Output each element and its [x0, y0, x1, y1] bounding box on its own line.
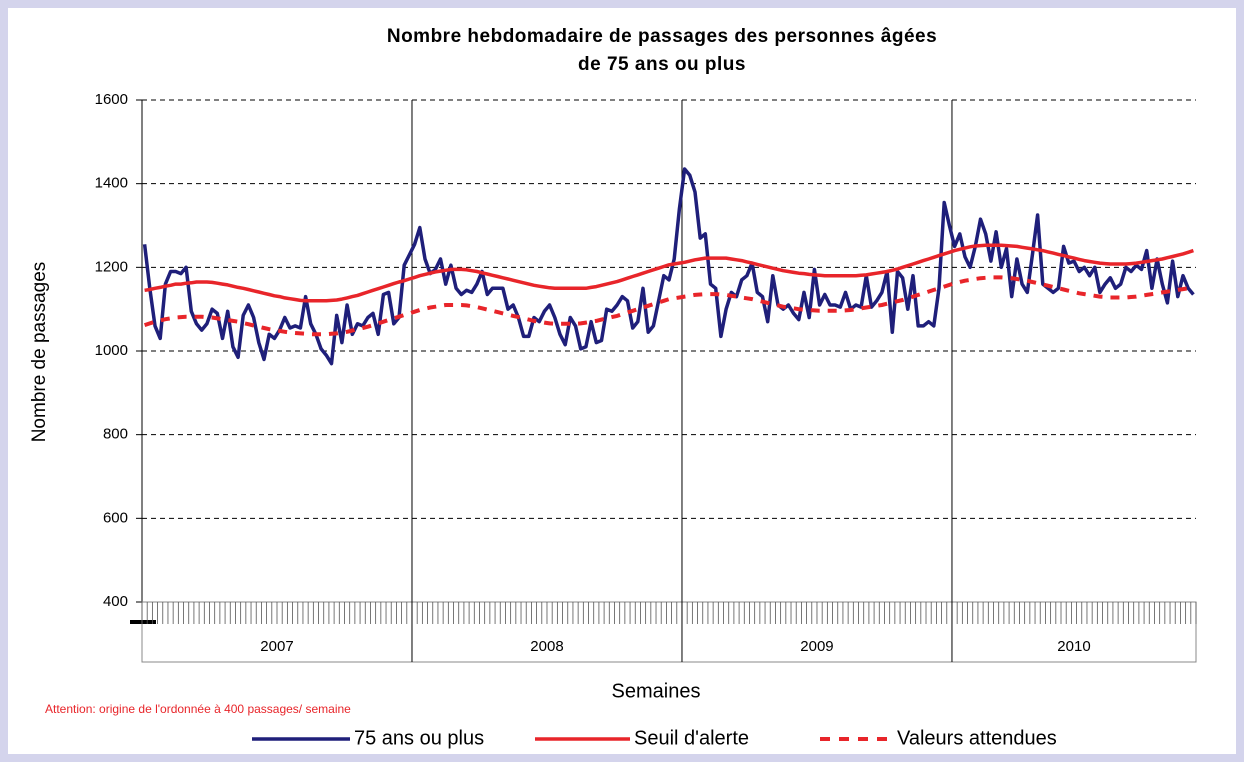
chart-title: de 75 ans ou plus — [578, 54, 746, 75]
y-axis-label: Nombre de passages — [29, 262, 50, 443]
legend: 75 ans ou plus Seuil d'alerte Valeurs atte… — [252, 727, 1057, 749]
y-tick-label: 400 — [103, 593, 128, 610]
y-tick-label: 600 — [103, 509, 128, 526]
x-group-label: 2010 — [1057, 638, 1090, 655]
x-group-label: 2008 — [530, 638, 563, 655]
axis-marker — [130, 620, 156, 624]
chart-title: Nombre hebdomadaire de passages des pers… — [387, 26, 937, 47]
chart-background — [8, 8, 1236, 754]
y-tick-label: 1200 — [95, 258, 128, 275]
annotation: Attention: origine de l'ordonnée à 400 p… — [45, 702, 351, 716]
legend-label: Seuil d'alerte — [634, 727, 749, 749]
y-tick-label: 1400 — [95, 175, 128, 192]
y-tick-label: 800 — [103, 426, 128, 443]
line-series — [142, 167, 1195, 366]
y-tick-label: 1000 — [95, 342, 128, 359]
y-tick-label: 1600 — [95, 91, 128, 108]
x-group-label: 2007 — [260, 638, 293, 655]
line-series — [144, 243, 1194, 303]
x-axis-label: Semaines — [612, 680, 701, 702]
x-axis-box — [141, 601, 1197, 663]
line-series — [143, 275, 1194, 337]
legend-label: 75 ans ou plus — [354, 727, 484, 749]
legend-label: Valeurs attendues — [897, 727, 1057, 749]
x-group-label: 2009 — [800, 638, 833, 655]
x-axis: 2007 2008 2009 2010 — [141, 100, 1197, 663]
plot-area — [142, 167, 1195, 366]
